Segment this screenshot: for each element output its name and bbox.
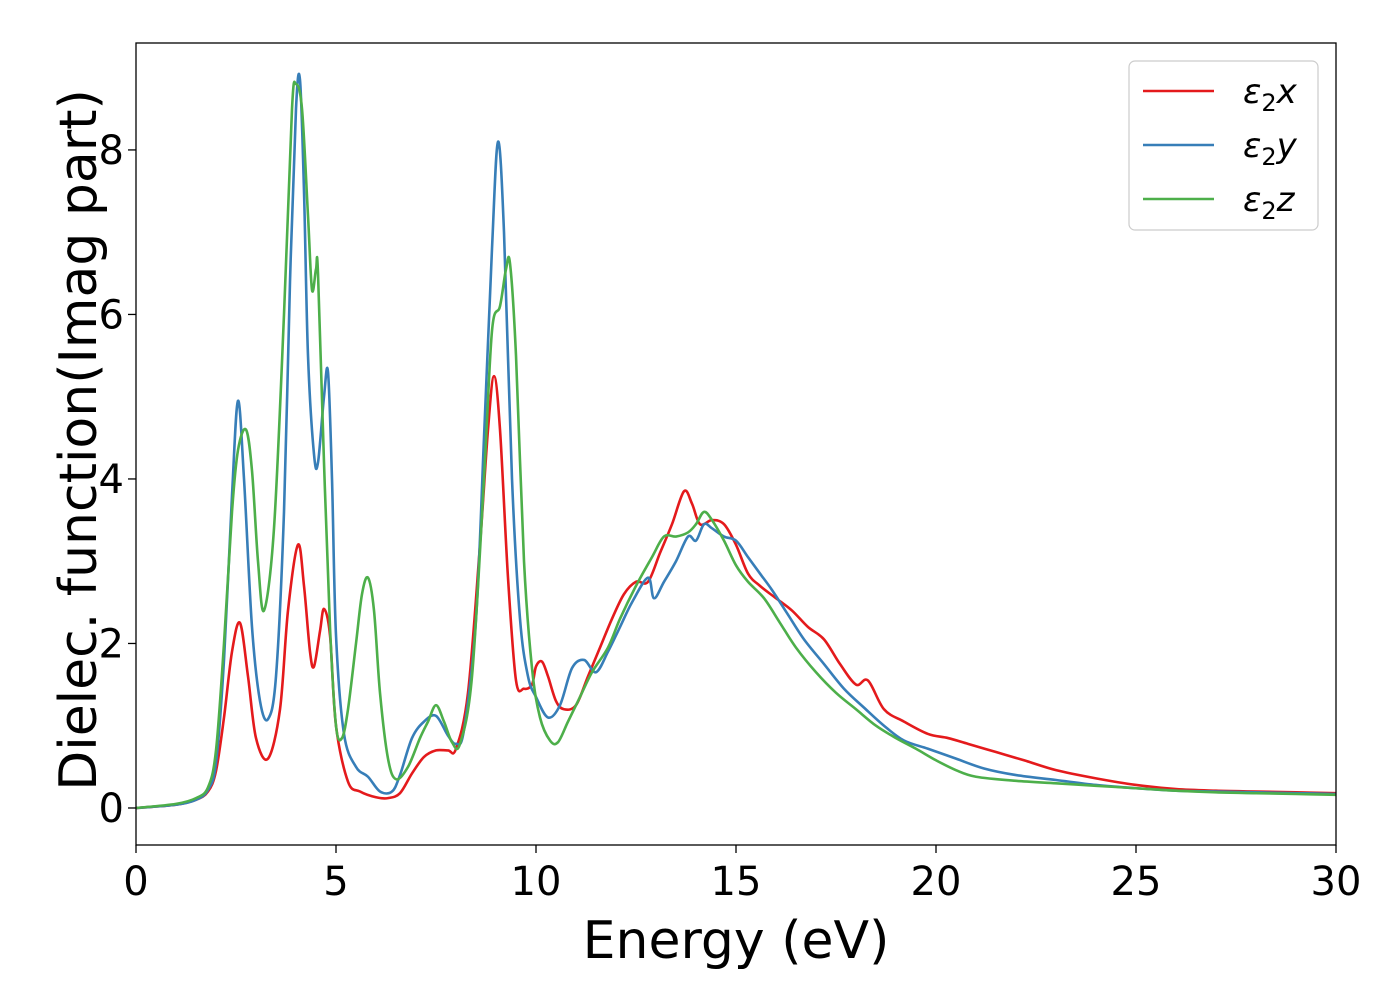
x-tick-label: 0: [123, 859, 148, 905]
y-tick-label: 0: [99, 786, 124, 832]
x-tick-label: 10: [511, 859, 562, 905]
legend-label-x: ε2x: [1243, 72, 1298, 117]
x-tick-label: 20: [911, 859, 962, 905]
legend-label-z: ε2z: [1243, 180, 1296, 225]
legend-label-suffix: y: [1276, 126, 1298, 166]
legend-label-base: ε: [1243, 180, 1261, 220]
legend-label-suffix: x: [1276, 72, 1298, 112]
legend-label-y: ε2y: [1243, 126, 1298, 171]
legend-box: [1128, 60, 1319, 231]
legend-label-subscript: 2: [1261, 143, 1276, 171]
x-axis-title: Energy (eV): [583, 911, 890, 971]
x-tick-label: 5: [323, 859, 348, 905]
y-tick-label: 4: [99, 457, 124, 503]
legend-label-base: ε: [1243, 126, 1261, 166]
legend-label-suffix: z: [1276, 180, 1296, 220]
series-line-z: [135, 80, 1337, 810]
y-tick-label: 2: [99, 621, 124, 667]
y-axis-title: Dielec. function(Imag part): [49, 89, 109, 791]
series-line-x: [135, 374, 1337, 810]
x-tick-label: 15: [711, 859, 762, 905]
y-tick-label: 6: [99, 292, 124, 338]
y-axis-ticks: 0 2 4 6 8: [99, 128, 136, 832]
x-tick-label: 30: [1311, 859, 1362, 905]
series-line-y: [135, 72, 1337, 810]
x-tick-label: 25: [1111, 859, 1162, 905]
x-axis-ticks: 0 5 10 15 20 25 30: [123, 845, 1361, 905]
series-layer: [135, 72, 1337, 810]
legend-label-subscript: 2: [1261, 197, 1276, 225]
legend-label-subscript: 2: [1261, 89, 1276, 117]
legend-label-base: ε: [1243, 72, 1261, 112]
y-tick-label: 8: [99, 128, 124, 174]
